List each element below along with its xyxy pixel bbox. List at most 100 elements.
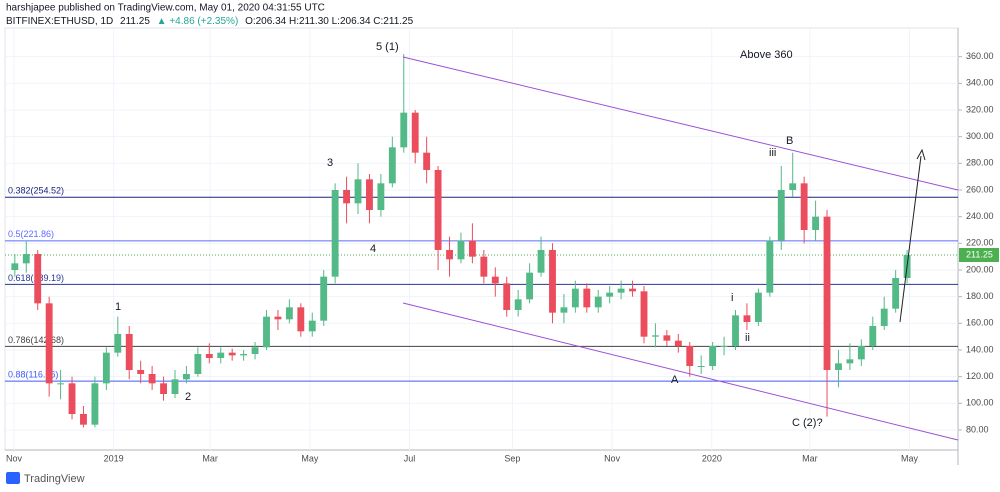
candle-body: [629, 288, 636, 292]
candle-body: [606, 292, 614, 297]
last-price-box: [959, 248, 999, 262]
candle-body: [125, 334, 133, 370]
candle-body: [560, 307, 568, 313]
annotation: 2: [185, 391, 191, 403]
candle-body: [640, 291, 648, 337]
candle-body: [880, 308, 888, 326]
candle-body: [709, 346, 717, 366]
ohlc: O:206.34 H:211.30 L:206.34 C:211.25: [245, 16, 414, 27]
fib-label: 0.88(116.66): [8, 369, 58, 379]
annotations: 5 (1) Above 360 3 4 B iii 1 2 i ii A C (…: [115, 41, 823, 429]
candle-body: [240, 354, 248, 356]
candle-body: [102, 352, 110, 384]
candle-body: [663, 335, 671, 341]
y-tick-label: 300.00: [966, 131, 994, 141]
annotation: 3: [327, 157, 333, 169]
y-tick-label: 220.00: [966, 238, 994, 248]
candle-body: [411, 112, 419, 153]
candle-body: [457, 240, 465, 260]
candle-body: [114, 334, 122, 353]
candle-body: [697, 366, 705, 367]
candle-body: [137, 370, 145, 374]
candle-body: [217, 352, 225, 358]
y-tick-label: 360.00: [966, 51, 994, 61]
candle-body: [80, 414, 87, 425]
candle-body: [892, 278, 900, 309]
candle-body: [297, 307, 305, 332]
candle-body: [343, 190, 351, 204]
annotation: iii: [769, 147, 776, 159]
x-tick-label: Nov: [604, 453, 621, 463]
arrow-head: [916, 148, 926, 161]
candle-body: [423, 152, 431, 170]
candle-body: [549, 250, 556, 313]
fib-label: 0.382(254.52): [8, 186, 64, 196]
y-tick-label: 280.00: [966, 158, 994, 168]
footer: TradingView: [6, 472, 85, 485]
candle-body: [571, 288, 579, 308]
candle-body: [823, 216, 831, 370]
channel-top: [402, 56, 959, 191]
last: 211.25: [120, 16, 150, 27]
x-tick-label: Jul: [404, 453, 416, 463]
x-tick-label: Mar: [202, 453, 218, 463]
candle-body: [777, 190, 785, 241]
x-tick-label: 2020: [702, 453, 722, 463]
y-tick-label: 340.00: [966, 78, 994, 88]
candle-body: [400, 112, 408, 148]
candle-body: [526, 272, 534, 300]
candle-body: [45, 303, 53, 384]
candle-body: [652, 335, 659, 337]
candle-body: [68, 383, 76, 414]
candle-body: [846, 359, 854, 364]
brand-logo: [6, 472, 20, 484]
annotation: i: [731, 292, 733, 304]
author-line: harshjapee published on TradingView.com,…: [6, 3, 325, 14]
candle-body: [171, 379, 179, 394]
candle-body: [766, 240, 774, 293]
symbol: BITFINEX:ETHUSD, 1D: [6, 16, 113, 27]
annotation: B: [786, 135, 793, 147]
candle-body: [594, 296, 602, 308]
y-tick-label: 140.00: [966, 344, 994, 354]
candle-body: [514, 299, 522, 310]
candle-body: [388, 147, 396, 184]
candle-body: [617, 288, 625, 293]
candle-body: [228, 352, 236, 356]
x-tick-label: 2019: [104, 453, 124, 463]
y-tick-label: 100.00: [966, 398, 994, 408]
candle-body: [366, 179, 373, 210]
candle-body: [789, 183, 797, 190]
last-price-label: 211.25: [966, 249, 993, 259]
x-tick-label: May: [301, 453, 319, 463]
annotation: 4: [370, 243, 376, 255]
candle-body: [480, 256, 488, 277]
y-tick-label: 180.00: [966, 291, 994, 301]
annotation: ii: [745, 332, 750, 344]
candle-body: [434, 170, 442, 250]
candle-body: [674, 340, 682, 346]
candle-body: [812, 216, 820, 230]
channel-bottom: [402, 302, 959, 441]
candle-body: [354, 179, 362, 204]
candle-body: [732, 315, 739, 346]
y-tick-label: 160.00: [966, 318, 994, 328]
annotation: 5 (1): [376, 41, 399, 53]
x-tick-label: Sep: [504, 453, 520, 463]
candle-body: [686, 346, 694, 366]
candle-body: [308, 320, 316, 332]
y-tick-label: 120.00: [966, 371, 994, 381]
candle-body: [583, 288, 591, 308]
projection-arrow: [899, 155, 922, 323]
fib-label: 0.786(142.68): [8, 335, 64, 345]
x-tick-label: May: [901, 453, 919, 463]
candle-body: [491, 276, 499, 284]
brand: TradingView: [24, 473, 85, 485]
y-tick-label: 320.00: [966, 104, 994, 114]
x-tick-label: Mar: [802, 453, 818, 463]
candle-body: [57, 383, 65, 385]
candle-body: [869, 326, 877, 346]
candle-body: [446, 250, 453, 260]
